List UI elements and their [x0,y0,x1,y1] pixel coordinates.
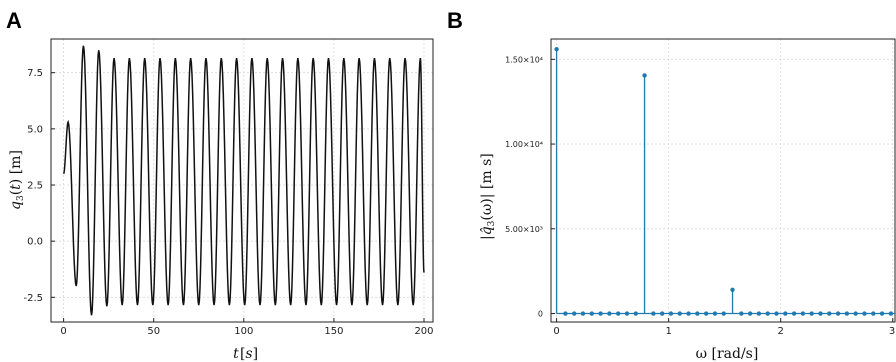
stem-marker [827,311,832,316]
chart-a-xtick-label: 0 [60,326,66,337]
svg-text:q3(t) [m]: q3(t) [m] [8,150,26,210]
stem-marker [624,311,630,316]
stem-marker [774,311,779,316]
stem-marker [668,311,674,316]
stem-marker [818,311,823,316]
stem-marker [642,73,647,78]
chart-a-ytick-label: -2.5 [23,293,43,304]
stem-marker [721,311,726,316]
chart-b-grid [551,39,895,322]
chart-a-ytick-label: 2.5 [27,180,43,191]
chart-a-ytick-label: 5.0 [27,124,43,135]
chart-b-xlabel: ω [rad/s] [696,346,759,362]
chart-b-frame [550,38,896,323]
chart-a-ytick-label: 0.0 [27,237,43,248]
chart-a-xtick-label: 150 [324,326,343,337]
chart-a-xlabel: t [s] [233,346,258,362]
svg-text:|q̂3(ω)| [m s]: |q̂3(ω)| [m s] [479,153,497,240]
stem-marker [730,287,735,293]
chart-b-xtick-label: 2 [778,326,784,337]
chart-a-frame [50,38,434,323]
chart-b-stems [554,46,895,316]
stem-marker [712,311,718,316]
stem-marker [853,311,858,316]
stem-marker [659,311,665,316]
stem-marker [686,311,691,316]
stem-marker [791,311,797,316]
stem-marker [879,311,885,316]
stem-marker [598,311,603,316]
chart-a-ylabel: q3(t) [m] [8,150,26,210]
chart-b-ytick-label: 1.00×10⁴ [505,140,543,149]
stem-marker [633,311,638,316]
svg-text:t: t [233,346,239,362]
panel-label-a: A [6,8,22,33]
chart-b-ytick-label: 1.50×10⁴ [505,55,543,64]
stem-marker [607,311,612,316]
svg-text:[s]: [s] [240,346,258,362]
stem-marker [765,311,770,316]
stem-marker [580,311,586,316]
stem-marker [747,311,753,316]
stem-marker [871,311,876,316]
chart-a-ytick-label: 7.5 [27,68,43,79]
stem-marker [677,311,682,316]
stem-marker [835,311,841,316]
chart-b-xtick-label: 0 [553,326,559,337]
stem-marker [888,311,894,316]
chart-a-xtick-label: 200 [414,326,433,337]
stem-marker [695,311,700,316]
chart-a-ticks: 0 50 100 150 200 -2.5 0.0 2.5 5.0 7.5 [23,68,433,337]
stem-marker [563,311,568,316]
chart-b-xtick-label: 3 [889,326,895,337]
chart-a-xtick-label: 50 [147,326,160,337]
svg-text:ω [rad/s]: ω [rad/s] [696,346,759,362]
stem-marker [651,311,656,316]
stem-marker [615,311,621,316]
stem-marker [756,311,762,316]
stem-marker [554,46,559,52]
chart-b-ytick-label: 0 [538,310,543,319]
chart-b-ylabel: |q̂3(ω)| [m s] [479,153,497,240]
stem-marker [589,311,594,316]
series-line-q3 [62,45,425,316]
chart-a-xtick-label: 100 [234,326,253,337]
stem-marker [571,311,577,316]
stem-marker [703,311,709,316]
chart-b-ticks: 0 1 2 3 0 5.00×10³ 1.00×10⁴ 1.50×10⁴ [505,55,895,337]
chart-b-ytick-label: 5.00×10³ [505,225,543,234]
stem-marker [862,311,867,316]
stem-marker [809,311,814,316]
stem-marker [844,311,850,316]
stem-marker [800,311,806,316]
chart-b-xtick-label: 1 [665,326,671,337]
panel-label-b: B [447,8,463,33]
stem-marker [739,311,744,316]
stem-marker [783,311,788,316]
chart-a-grid [51,39,433,322]
